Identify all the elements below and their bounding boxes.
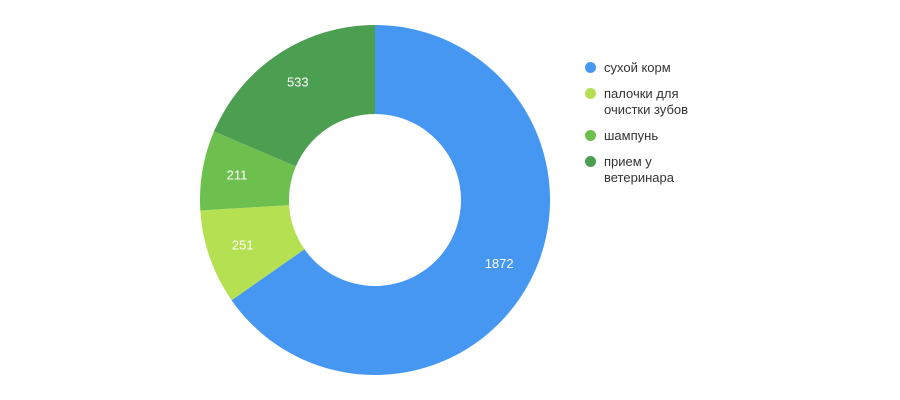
legend-swatch-icon	[585, 88, 596, 99]
legend-item-1[interactable]: сухой корм	[585, 60, 709, 76]
donut-chart-svg: 1872 251 211 533	[199, 24, 551, 375]
slice-value-label: 251	[232, 237, 254, 252]
donut-chart: 1872 251 211 533	[175, 0, 575, 400]
legend-swatch-icon	[585, 156, 596, 167]
chart-legend: сухой корм палочки для очистки зубов шампу…	[585, 60, 709, 186]
legend-label: прием у ветеринара	[604, 154, 674, 185]
donut-slice-1[interactable]	[231, 25, 551, 375]
legend-item-2[interactable]: палочки для очистки зубов	[585, 86, 709, 118]
slice-value-label: 1872	[485, 256, 514, 271]
donut-slice-2[interactable]	[200, 205, 305, 301]
legend-label: сухой корм	[604, 60, 671, 75]
legend-label: шампунь	[604, 128, 659, 143]
donut-slice-3[interactable]	[199, 131, 296, 211]
legend-swatch-icon	[585, 130, 596, 141]
legend-label: палочки для очистки зубов	[604, 86, 689, 117]
donut-slice-4[interactable]	[214, 24, 375, 167]
slice-value-label: 211	[227, 168, 248, 183]
legend-item-3[interactable]: шампунь	[585, 128, 709, 144]
slice-value-label: 533	[287, 75, 309, 90]
legend-swatch-icon	[585, 62, 596, 73]
legend-item-4[interactable]: прием у ветеринара	[585, 154, 709, 186]
